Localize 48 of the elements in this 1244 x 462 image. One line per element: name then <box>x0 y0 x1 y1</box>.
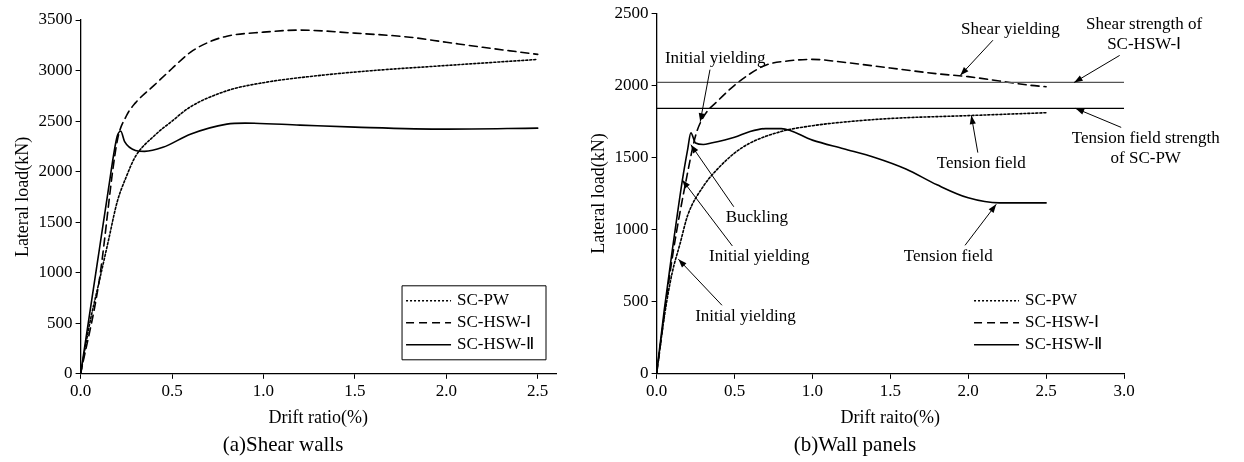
legend-label: SC-HSW-Ⅰ <box>457 312 532 332</box>
x-tick-label: 1.5 <box>344 381 366 401</box>
annotation: Tension field <box>903 245 994 265</box>
x-tick-label: 2.0 <box>957 381 979 401</box>
x-tick-label: 0.0 <box>645 381 668 401</box>
legend-label: SC-HSW-Ⅰ <box>1025 312 1100 332</box>
y-tick-label: 2000 <box>38 161 73 181</box>
y-tick-label: 0 <box>64 363 73 383</box>
y-axis-title: Lateral load(kN) <box>587 133 609 254</box>
x-tick-label: 2.5 <box>527 381 549 401</box>
annotation: Tension field strength of SC-PW <box>1071 127 1221 167</box>
annotation: Tension field <box>936 153 1027 173</box>
x-axis-title: Drift ratio(%) <box>268 406 369 428</box>
annotation: Shear strength of SC-HSW-Ⅰ <box>1086 13 1203 53</box>
x-tick-label: 3.0 <box>1113 381 1135 401</box>
x-tick-label: 2.0 <box>435 381 457 401</box>
annotation: Initial yielding <box>709 246 811 266</box>
y-tick-label: 1000 <box>38 262 73 282</box>
text: (a)Shear walls <box>222 431 344 456</box>
legend-label: SC-HSW-Ⅱ <box>457 334 535 354</box>
legend-label: SC-PW <box>457 290 510 310</box>
annotation: Initial yielding <box>664 48 766 68</box>
x-tick-label: 1.0 <box>252 381 275 401</box>
x-tick-label: 1.5 <box>879 381 901 401</box>
annotation: Buckling <box>725 207 789 227</box>
y-tick-label: 500 <box>623 291 649 311</box>
x-tick-label: 0.5 <box>161 381 183 401</box>
x-axis-title: Drift raito(%) <box>840 406 941 428</box>
y-tick-label: 1500 <box>614 146 649 166</box>
y-tick-label: 3500 <box>38 9 73 29</box>
y-axis-title: Lateral load(kN) <box>11 136 33 258</box>
x-tick-label: 0.0 <box>69 381 92 401</box>
y-tick-label: 2500 <box>38 110 73 130</box>
annotation: Initial yielding <box>695 305 797 325</box>
annotation: Shear yielding <box>961 18 1061 38</box>
y-tick-label: 1000 <box>614 219 649 239</box>
legend-label: SC-PW <box>1025 290 1078 310</box>
y-tick-label: 2500 <box>614 2 649 22</box>
legend-label: SC-HSW-Ⅱ <box>1025 334 1103 354</box>
x-tick-label: 2.5 <box>1035 381 1057 401</box>
y-tick-label: 2000 <box>614 74 649 94</box>
x-tick-label: 0.5 <box>723 381 746 401</box>
y-tick-label: 0 <box>640 363 649 383</box>
y-tick-label: 500 <box>47 312 73 332</box>
y-tick-label: 3000 <box>38 60 73 80</box>
text: (b)Wall panels <box>793 431 917 456</box>
y-tick-label: 1500 <box>38 211 73 231</box>
x-tick-label: 1.0 <box>801 381 824 401</box>
